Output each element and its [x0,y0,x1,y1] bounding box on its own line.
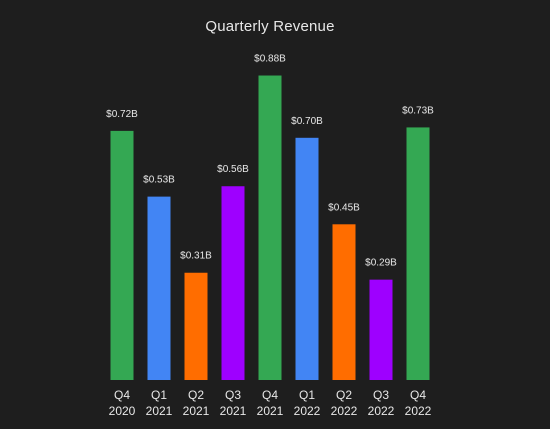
x-tick-label-year: 2021 [183,404,210,418]
data-label: $0.56B [217,164,249,175]
bar-q4-2021 [258,75,282,381]
bar-q2-2022 [332,224,356,380]
bar-q4-2020 [110,130,134,380]
x-tick-label-year: 2021 [257,404,284,418]
data-label: $0.31B [180,251,212,262]
bar-q3-2021 [221,186,245,380]
x-tick-label-year: 2022 [405,404,432,418]
data-label: $0.29B [365,258,397,269]
x-tick-label-quarter: Q2 [336,388,352,402]
bar-q4-2022 [406,127,430,380]
bar-q1-2022 [295,137,319,380]
x-tick-label-quarter: Q1 [299,388,315,402]
data-label: $0.72B [106,109,138,120]
data-label: $0.70B [291,116,323,127]
data-label: $0.73B [402,105,434,116]
data-label: $0.45B [328,202,360,213]
x-tick-label-year: 2022 [331,404,358,418]
bar-q1-2021 [147,196,171,380]
x-tick-label-quarter: Q4 [262,388,278,402]
data-label: $0.53B [143,175,175,186]
x-tick-label-year: 2022 [368,404,395,418]
x-tick-label-quarter: Q3 [373,388,389,402]
data-label: $0.88B [254,54,286,65]
x-tick-label-year: 2021 [220,404,247,418]
bar-q3-2022 [369,279,393,380]
x-tick-label-quarter: Q2 [188,388,204,402]
x-tick-label-year: 2021 [146,404,173,418]
x-tick-label-year: 2020 [109,404,136,418]
chart-title: Quarterly Revenue [205,18,335,35]
x-tick-label-quarter: Q3 [225,388,241,402]
x-tick-label-quarter: Q1 [151,388,167,402]
x-tick-label-quarter: Q4 [410,388,426,402]
x-tick-label-year: 2022 [294,404,321,418]
x-tick-label-quarter: Q4 [114,388,130,402]
bar-q2-2021 [184,272,208,380]
